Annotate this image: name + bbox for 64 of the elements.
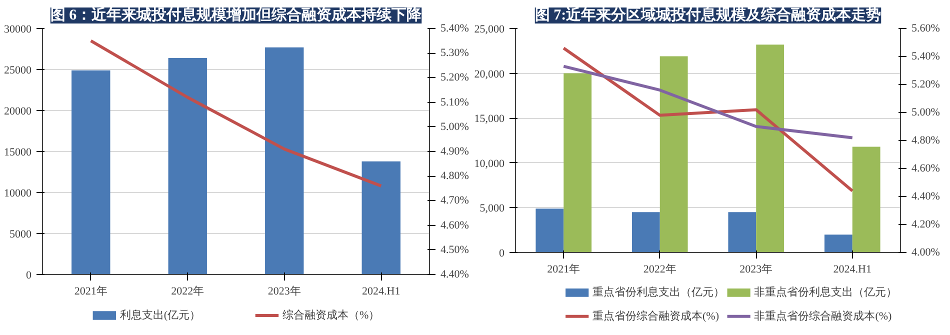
y2-tick-label: 5.20% bbox=[912, 78, 940, 90]
x-tick-label: 2021年 bbox=[547, 264, 580, 276]
y-tick-label: 10000 bbox=[4, 188, 32, 200]
x-tick-label: 2022年 bbox=[171, 286, 204, 298]
x-tick-label: 2023年 bbox=[740, 264, 773, 276]
bar bbox=[564, 73, 592, 252]
y2-tick-label: 4.50% bbox=[440, 244, 469, 256]
y2-tick-label: 4.90% bbox=[440, 146, 469, 158]
y2-tick-label: 5.60% bbox=[912, 22, 940, 34]
y2-tick-label: 4.00% bbox=[912, 246, 940, 258]
line-series bbox=[89, 39, 383, 188]
bar bbox=[632, 212, 660, 252]
y2-tick-label: 5.00% bbox=[912, 106, 940, 118]
y2-tick-label: 4.60% bbox=[912, 162, 940, 174]
x-tick-label: 2022年 bbox=[643, 264, 676, 276]
y-tick-label: 5000 bbox=[10, 228, 32, 240]
y-tick-label: 15,000 bbox=[474, 113, 505, 126]
y2-tick-label: 5.10% bbox=[440, 96, 469, 108]
y2-tick-label: 5.20% bbox=[440, 72, 469, 84]
legend-label: 非重点省份综合融资成本(%) bbox=[754, 309, 892, 322]
bar bbox=[168, 58, 207, 274]
y-tick-label: 30000 bbox=[4, 24, 32, 36]
legend-label: 非重点省份利息支出（亿元） bbox=[754, 286, 898, 299]
bar bbox=[72, 70, 110, 274]
bar bbox=[756, 44, 784, 252]
bar bbox=[728, 212, 756, 252]
y-tick-label: 20000 bbox=[4, 106, 32, 118]
y2-tick-label: 4.70% bbox=[440, 194, 469, 207]
legend-label: 重点省份综合融资成本(%) bbox=[592, 309, 720, 322]
y-tick-label: 0 bbox=[499, 248, 505, 260]
y2-tick-label: 5.40% bbox=[440, 22, 469, 34]
bar bbox=[660, 56, 688, 252]
chart-title: 图 7:近年来分区域城投付息规模及综合融资成本走势 bbox=[534, 6, 882, 24]
x-tick-label: 2024.H1 bbox=[362, 286, 400, 298]
y2-tick-label: 4.20% bbox=[912, 218, 940, 230]
bar bbox=[536, 208, 564, 252]
y-tick-label: 0 bbox=[26, 270, 32, 282]
y2-tick-label: 4.40% bbox=[440, 268, 469, 280]
bar bbox=[824, 234, 852, 252]
y2-tick-label: 4.80% bbox=[912, 134, 940, 146]
y-tick-label: 5,000 bbox=[480, 202, 505, 215]
y2-tick-label: 4.60% bbox=[440, 219, 469, 232]
y2-tick-label: 4.40% bbox=[912, 190, 940, 202]
y2-tick-label: 5.30% bbox=[440, 47, 469, 60]
y-tick-label: 25,000 bbox=[474, 24, 505, 36]
bar bbox=[265, 47, 304, 274]
y2-tick-label: 4.80% bbox=[440, 170, 469, 182]
x-tick-label: 2024.H1 bbox=[833, 264, 872, 276]
x-tick-label: 2023年 bbox=[268, 286, 301, 298]
line-series bbox=[562, 64, 854, 140]
legend-label: 重点省份利息支出（亿元） bbox=[592, 286, 724, 299]
y-tick-label: 20,000 bbox=[474, 68, 505, 80]
bar bbox=[362, 161, 400, 274]
line-series bbox=[562, 46, 854, 192]
y-tick-label: 15000 bbox=[4, 146, 32, 158]
y2-tick-label: 5.40% bbox=[912, 50, 940, 62]
legend-label: 综合融资成本（%） bbox=[282, 308, 380, 322]
y-tick-label: 10,000 bbox=[474, 158, 505, 170]
legend-label: 利息支出(亿元） bbox=[120, 308, 201, 322]
chart-title: 图 6：近年来城投付息规模增加但综合融资成本持续下降 bbox=[50, 6, 423, 24]
y2-tick-label: 5.00% bbox=[440, 120, 469, 133]
x-tick-label: 2021年 bbox=[74, 286, 108, 298]
bar bbox=[852, 146, 880, 252]
y-tick-label: 25000 bbox=[4, 64, 32, 76]
